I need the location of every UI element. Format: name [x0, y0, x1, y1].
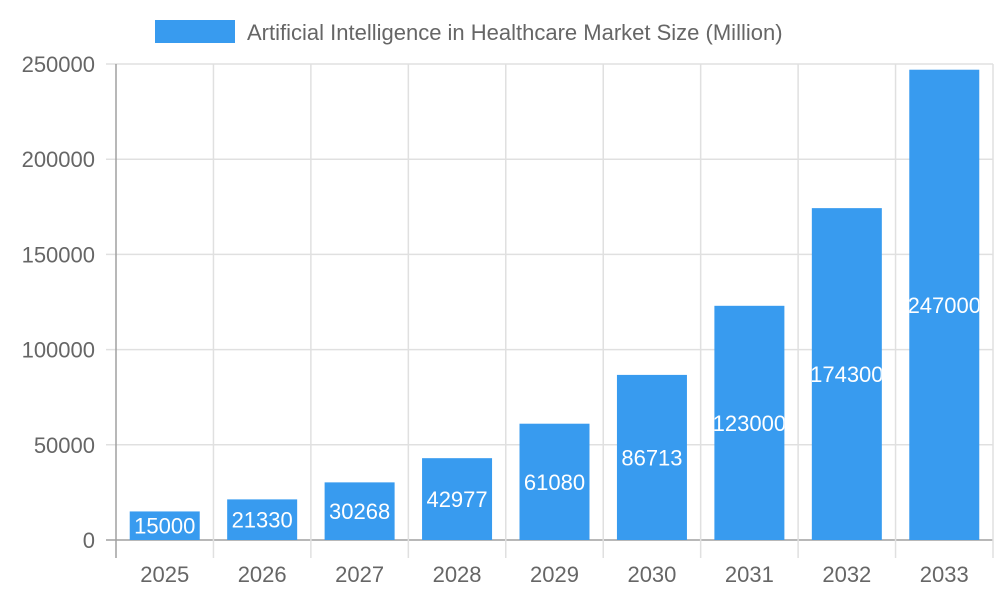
x-tick-label: 2025 — [140, 562, 189, 587]
grid — [106, 63, 994, 558]
data-label: 21330 — [232, 508, 293, 533]
bar — [909, 69, 980, 540]
bar — [129, 511, 200, 540]
data-label: 15000 — [134, 514, 195, 539]
bar — [519, 423, 590, 540]
y-tick-label: 0 — [83, 528, 95, 553]
axes: 0 50000 100000 150000 200000 250000 2025 2026 20… — [22, 52, 969, 587]
data-label: 42977 — [426, 487, 487, 512]
y-tick-label: 200000 — [22, 147, 95, 172]
x-tick-label: 2028 — [433, 562, 482, 587]
x-tick-label: 2031 — [725, 562, 774, 587]
x-tick-label: 2032 — [822, 562, 871, 587]
data-label: 86713 — [621, 445, 682, 470]
bar — [324, 482, 395, 540]
x-tick-label: 2026 — [238, 562, 287, 587]
data-label: 247000 — [908, 293, 981, 318]
data-label: 61080 — [524, 470, 585, 495]
y-tick-label: 50000 — [34, 433, 95, 458]
bar — [616, 374, 687, 540]
bar — [227, 499, 298, 540]
bar — [811, 208, 882, 540]
data-label: 174300 — [810, 362, 883, 387]
y-tick-label: 250000 — [22, 52, 95, 77]
legend-label: Artificial Intelligence in Healthcare Ma… — [247, 20, 783, 45]
x-tick-label: 2030 — [627, 562, 676, 587]
bar — [422, 458, 493, 540]
x-tick-label: 2033 — [920, 562, 969, 587]
data-label: 123000 — [713, 411, 786, 436]
bars: 15000 21330 30268 42977 61080 86713 123000 1743… — [129, 69, 981, 540]
bar — [714, 305, 785, 540]
data-label: 30268 — [329, 499, 390, 524]
y-tick-label: 150000 — [22, 242, 95, 267]
legend[interactable]: Artificial Intelligence in Healthcare Ma… — [155, 20, 783, 45]
y-tick-label: 100000 — [22, 338, 95, 363]
legend-swatch — [155, 20, 235, 43]
x-tick-label: 2029 — [530, 562, 579, 587]
x-tick-label: 2027 — [335, 562, 384, 587]
